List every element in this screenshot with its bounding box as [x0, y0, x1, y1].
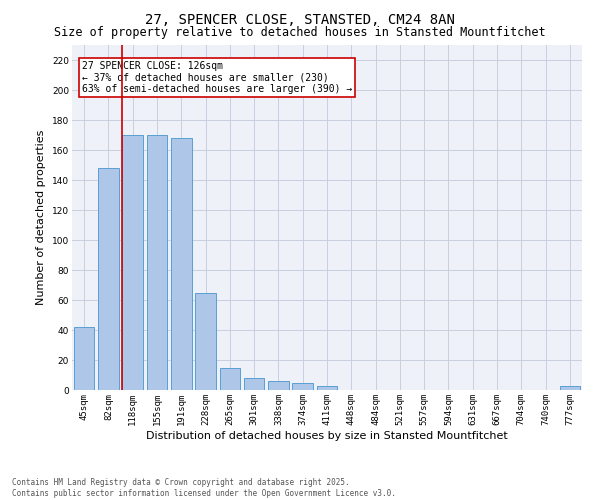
Bar [122, 135, 143, 390]
Bar [292, 382, 313, 390]
Bar [220, 368, 240, 390]
Bar [244, 378, 265, 390]
Bar [195, 292, 216, 390]
X-axis label: Distribution of detached houses by size in Stansted Mountfitchet: Distribution of detached houses by size … [146, 430, 508, 440]
Text: Size of property relative to detached houses in Stansted Mountfitchet: Size of property relative to detached ho… [54, 26, 546, 39]
Bar [171, 138, 191, 390]
Text: 27 SPENCER CLOSE: 126sqm
← 37% of detached houses are smaller (230)
63% of semi-: 27 SPENCER CLOSE: 126sqm ← 37% of detach… [82, 60, 352, 94]
Bar [317, 386, 337, 390]
Text: 27, SPENCER CLOSE, STANSTED, CM24 8AN: 27, SPENCER CLOSE, STANSTED, CM24 8AN [145, 12, 455, 26]
Y-axis label: Number of detached properties: Number of detached properties [37, 130, 46, 305]
Bar [98, 168, 119, 390]
Bar [146, 135, 167, 390]
Bar [74, 327, 94, 390]
Text: Contains HM Land Registry data © Crown copyright and database right 2025.
Contai: Contains HM Land Registry data © Crown c… [12, 478, 396, 498]
Bar [560, 386, 580, 390]
Bar [268, 381, 289, 390]
